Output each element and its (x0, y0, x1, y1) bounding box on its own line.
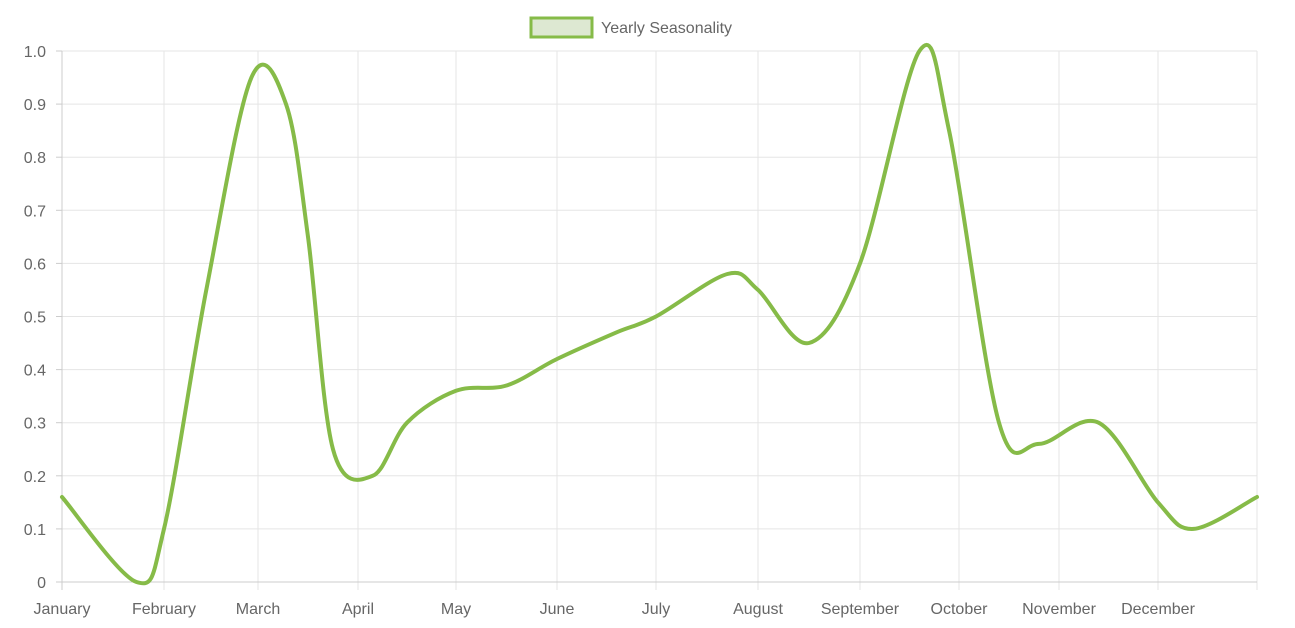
legend[interactable]: Yearly Seasonality (529, 16, 732, 39)
x-tick-label: May (441, 601, 471, 618)
y-tick-label: 0.8 (24, 150, 46, 167)
y-tick-label: 0.5 (24, 310, 46, 327)
y-tick-label: 0.3 (24, 416, 46, 433)
y-tick-label: 0.6 (24, 256, 46, 273)
y-tick-label: 0.1 (24, 522, 46, 539)
x-tick-label: November (1022, 601, 1096, 618)
y-tick-label: 0.2 (24, 469, 46, 486)
x-tick-label: June (540, 601, 575, 618)
x-tick-label: January (34, 601, 91, 618)
grid-lines (61, 50, 1258, 590)
y-tick-label: 0 (37, 575, 46, 592)
series (60, 42, 1259, 586)
x-tick-label: March (236, 601, 280, 618)
x-tick-label: July (642, 601, 670, 618)
legend-swatch[interactable] (529, 16, 594, 39)
y-tick-label: 0.7 (24, 203, 46, 220)
x-tick-label: October (931, 601, 989, 618)
axes (56, 51, 1257, 590)
x-tick-label: September (821, 601, 900, 618)
series-line (60, 42, 1259, 586)
x-tick-label: August (733, 601, 783, 618)
y-tick-label: 1.0 (24, 44, 46, 61)
legend-label[interactable]: Yearly Seasonality (601, 20, 732, 37)
y-tick-label: 0.4 (24, 363, 46, 380)
y-tick-label: 0.9 (24, 97, 46, 114)
x-axis-ticks: January February March April May June July Augu… (34, 601, 1196, 618)
x-tick-label: December (1121, 601, 1195, 618)
x-tick-label: April (342, 601, 374, 618)
x-tick-label: February (132, 601, 196, 618)
y-axis-ticks: 0 0.1 0.2 0.3 0.4 0.5 0.6 0.7 0.8 0.9 1.0 (24, 44, 62, 592)
